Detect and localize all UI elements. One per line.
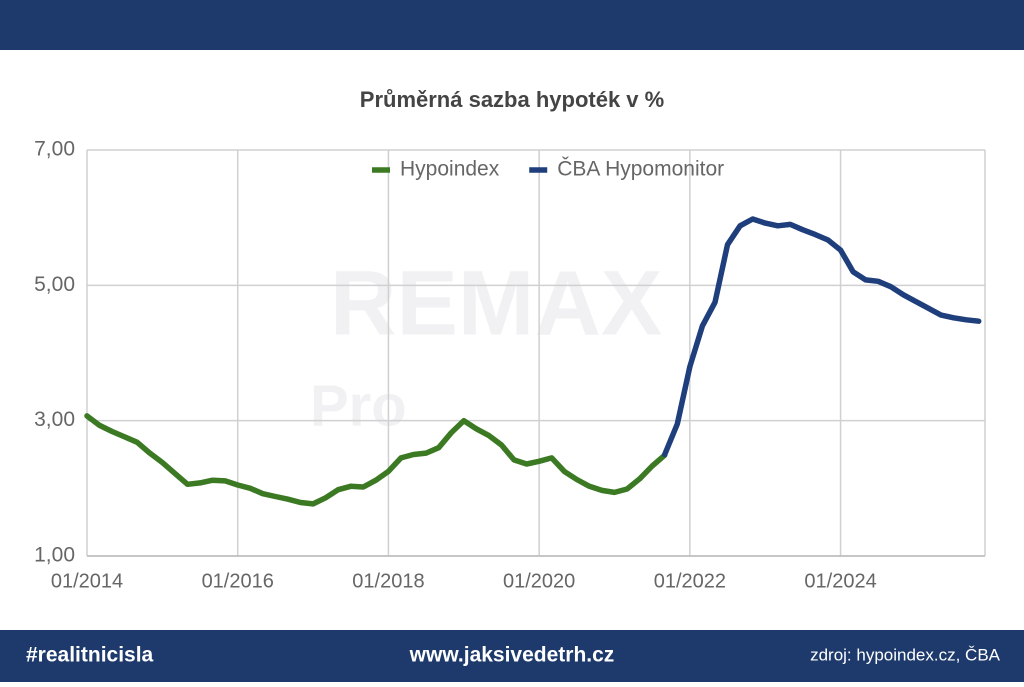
y-tick-label: 5,00: [34, 273, 75, 296]
x-tick-label: 01/2016: [202, 570, 274, 592]
y-tick-label: 7,00: [34, 138, 75, 161]
x-tick-label: 01/2018: [352, 570, 424, 592]
plot: 1,00 3,00 5,00 7,00 01/2014 01/2016 01/2018 01/…: [34, 138, 986, 592]
watermark: REMAX: [330, 252, 662, 354]
y-tick-label: 1,00: [34, 544, 75, 567]
header-bar: [0, 0, 1024, 50]
line: [84, 413, 668, 507]
website: www.jaksivedetrh.cz: [409, 644, 615, 667]
source: zdroj: hypoindex.cz, ČBA: [810, 645, 1001, 664]
x-tick-label: 01/2024: [804, 570, 876, 592]
watermark: Pro: [310, 373, 407, 438]
x-tick-label: 01/2022: [654, 570, 726, 592]
x-tick-label: 01/2014: [51, 570, 123, 592]
hashtag: #realitnicisla: [26, 644, 154, 667]
chart-title: Průměrná sazba hypoték v %: [360, 87, 664, 112]
legend-label: Hypoindex: [400, 158, 500, 181]
x-tick-label: 01/2020: [503, 570, 575, 592]
footer-bar: [0, 630, 1024, 682]
y-tick-label: 3,00: [34, 408, 75, 431]
line: [661, 216, 982, 458]
legend-label: ČBA Hypomonitor: [557, 158, 724, 181]
